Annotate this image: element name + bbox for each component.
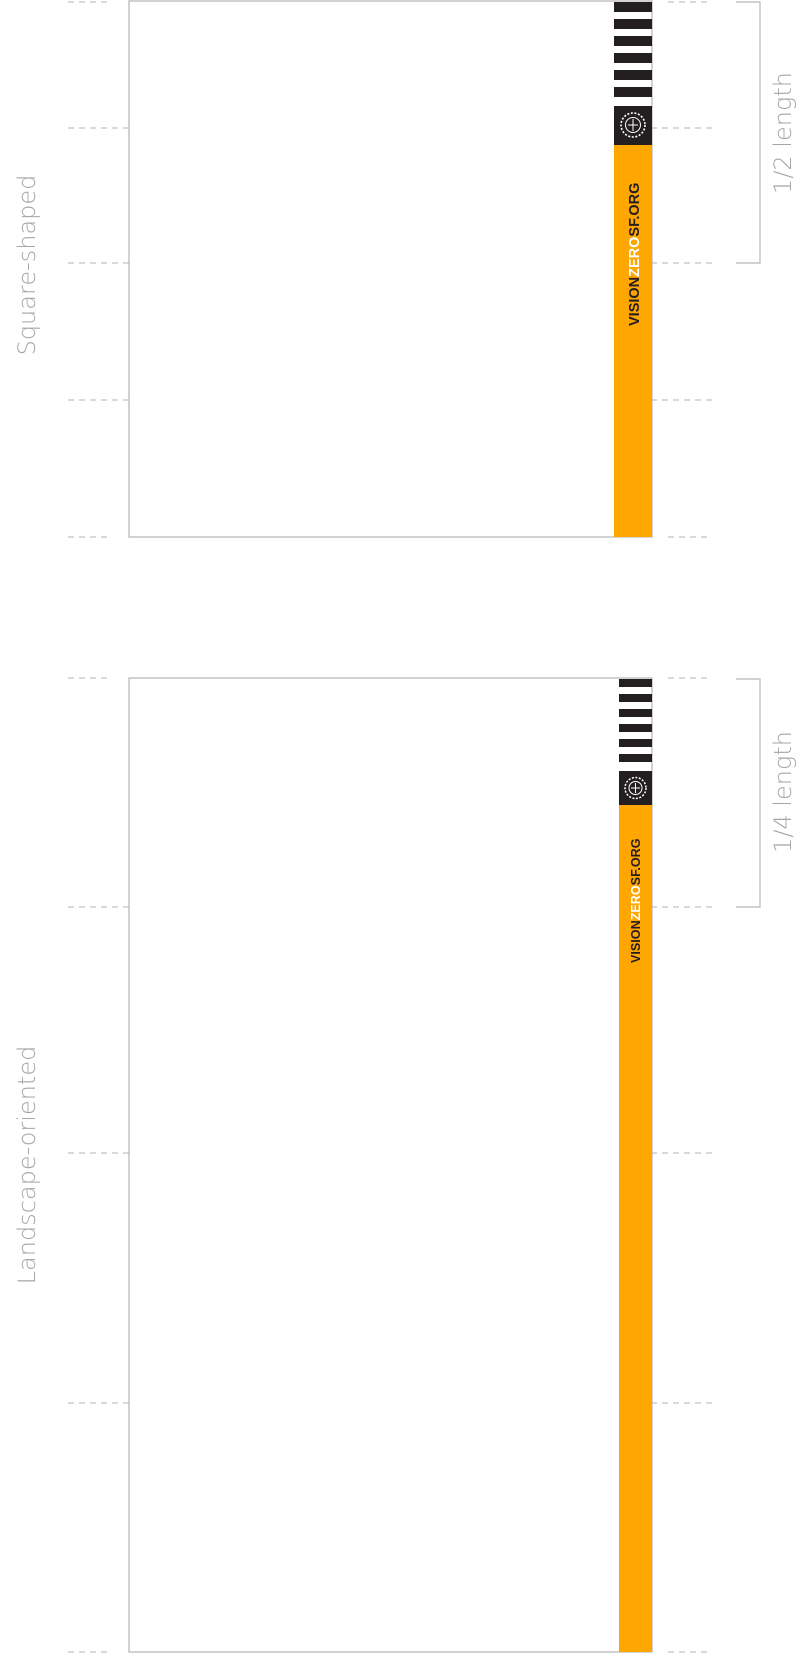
landscape-brand-strip: VISIONZEROSF.ORG bbox=[619, 679, 652, 1652]
crosswalk-bar bbox=[619, 679, 652, 687]
landscape-brand-text: VISIONZEROSF.ORG bbox=[629, 838, 643, 963]
crosswalk-bars bbox=[619, 679, 652, 762]
crosswalk-bar bbox=[614, 19, 652, 29]
orange-strip bbox=[619, 805, 652, 1652]
crosswalk-bar bbox=[619, 709, 652, 717]
landscape-sign-frame bbox=[128, 677, 653, 1653]
square-panel: VISIONZEROSF.ORG 1/2 length Square-shape… bbox=[13, 0, 797, 538]
brand-vision: VISION bbox=[627, 277, 643, 326]
half-length-label: 1/2 length bbox=[769, 72, 797, 194]
landscape-oriented-label: Landscape-oriented bbox=[13, 1046, 41, 1285]
sun-emblem-icon bbox=[619, 771, 652, 805]
crosswalk-bar bbox=[614, 87, 652, 97]
quarter-length-bracket bbox=[736, 678, 761, 908]
landscape-panel: VISIONZEROSF.ORG 1/4 length Landscape-or… bbox=[13, 677, 797, 1653]
crosswalk-bar bbox=[614, 2, 652, 12]
crosswalk-bars bbox=[614, 2, 652, 97]
crosswalk-bar bbox=[614, 53, 652, 63]
half-length-bracket bbox=[736, 1, 761, 264]
crosswalk-bar bbox=[619, 754, 652, 762]
orange-strip bbox=[614, 145, 652, 537]
crosswalk-bar bbox=[614, 70, 652, 80]
brand-zero: ZERO bbox=[629, 885, 643, 920]
crosswalk-bar bbox=[614, 36, 652, 46]
square-sign-frame bbox=[128, 0, 653, 538]
crosswalk-bar bbox=[619, 739, 652, 747]
brand-vision: VISION bbox=[629, 920, 643, 963]
brand-sforg: SF.ORG bbox=[627, 183, 643, 237]
sun-emblem-icon bbox=[614, 106, 652, 145]
square-shaped-label: Square-shaped bbox=[13, 175, 41, 356]
square-brand-text: VISIONZEROSF.ORG bbox=[627, 183, 643, 326]
quarter-length-label: 1/4 length bbox=[769, 731, 797, 853]
brand-zero: ZERO bbox=[627, 237, 643, 277]
brand-sforg: SF.ORG bbox=[629, 838, 643, 885]
crosswalk-bar bbox=[619, 694, 652, 702]
square-brand-strip: VISIONZEROSF.ORG bbox=[614, 2, 652, 537]
crosswalk-bar bbox=[619, 724, 652, 732]
